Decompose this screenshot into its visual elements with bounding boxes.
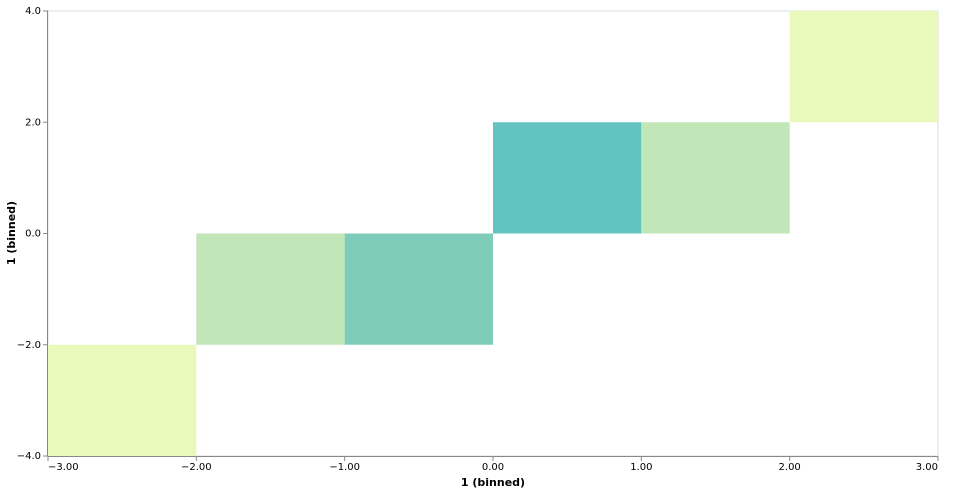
heatmap-cell: [48, 344, 197, 456]
x-tick-label: 1.00: [630, 462, 652, 473]
y-tick-label: 4.0: [25, 6, 41, 17]
heatmap-cell: [641, 122, 790, 234]
x-tick-label: −3.00: [48, 462, 79, 473]
y-tick-label: 0.0: [25, 229, 41, 240]
x-tick-label: −1.00: [329, 462, 360, 473]
x-tick-label: 0.00: [482, 462, 504, 473]
x-axis-title: 1 (binned): [461, 476, 525, 489]
heatmap-cell: [196, 233, 345, 345]
x-tick-label: −2.00: [181, 462, 212, 473]
heatmap-cell: [344, 233, 493, 345]
x-tick-label: 2.00: [779, 462, 801, 473]
heatmap-cell: [493, 122, 642, 234]
y-tick-label: 2.0: [25, 117, 41, 128]
x-tick-label: 3.00: [916, 462, 938, 473]
heatmap-cell: [789, 11, 938, 123]
y-axis-title: 1 (binned): [5, 201, 18, 265]
y-tick-label: −4.0: [17, 451, 41, 462]
y-tick-label: −2.0: [17, 340, 41, 351]
